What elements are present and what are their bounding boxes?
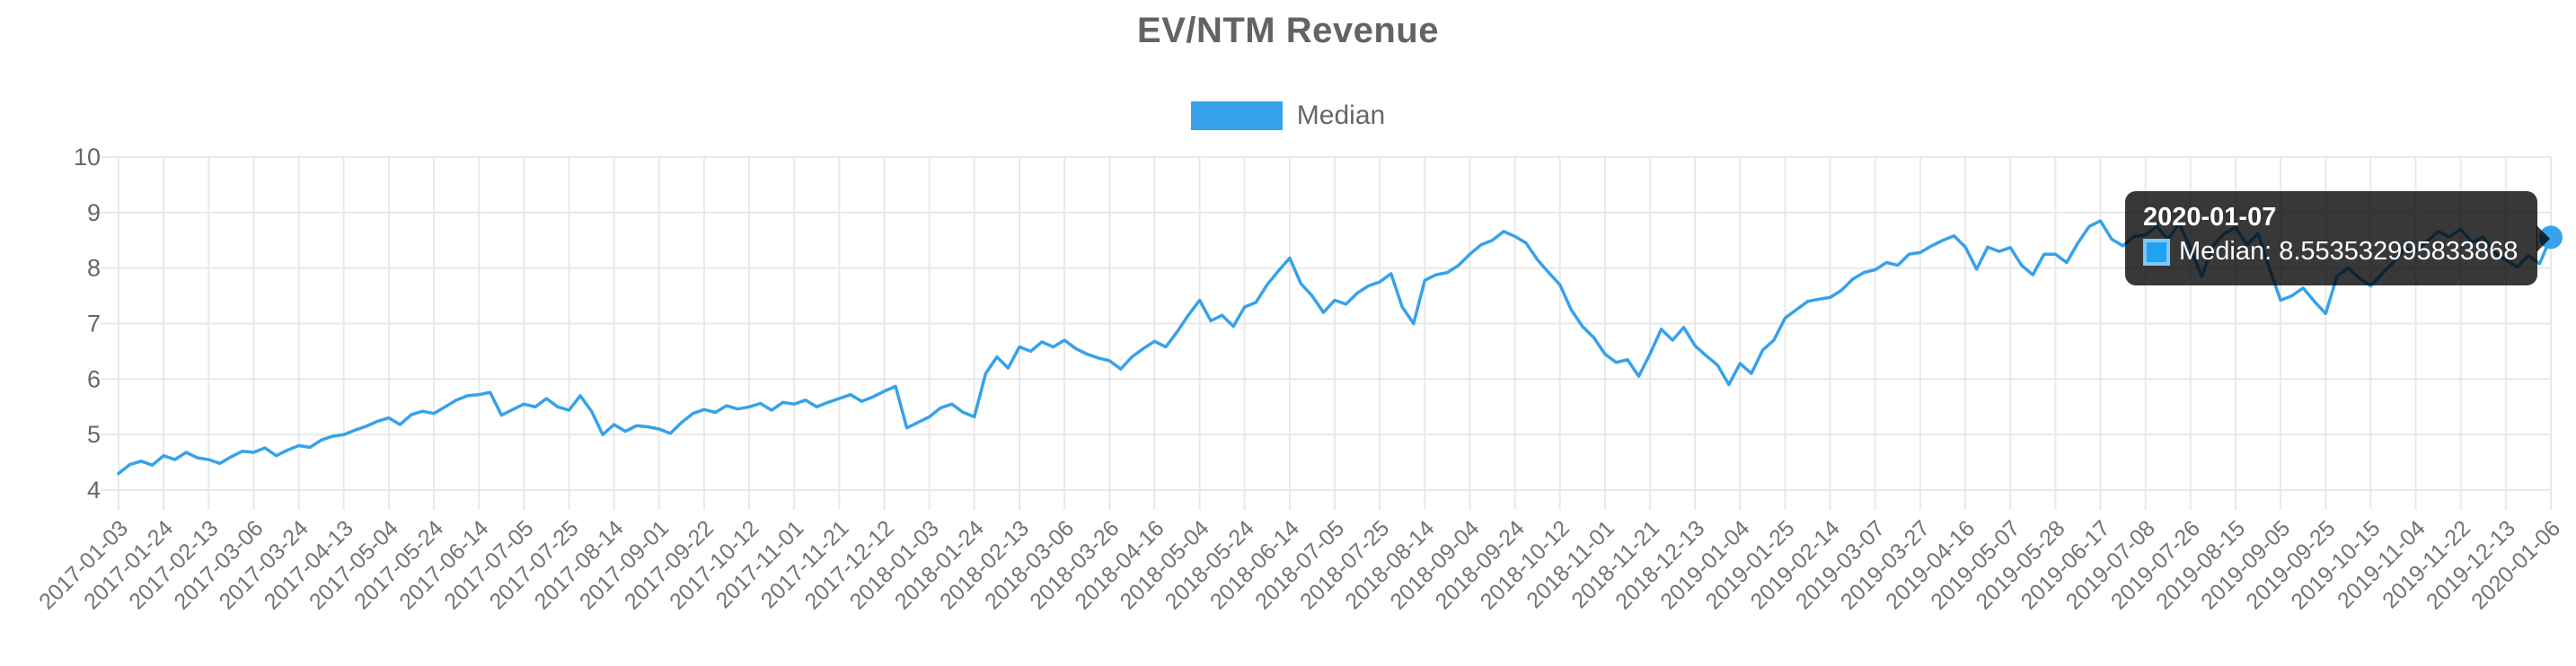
- chart-title: EV/NTM Revenue: [1137, 11, 1439, 50]
- legend-label: Median: [1296, 101, 1386, 130]
- tooltip: 2020-01-07 Median: 8.553532995833868: [2125, 191, 2550, 285]
- y-axis-label: 5: [87, 421, 101, 448]
- legend-item-median[interactable]: Median: [1190, 101, 1386, 131]
- series-color-icon: [2143, 238, 2170, 266]
- y-axis-label: 7: [87, 311, 101, 337]
- tooltip-value: Median: 8.553532995833868: [2179, 237, 2519, 266]
- y-axis-label: 6: [87, 365, 101, 392]
- y-axis-label: 10: [74, 144, 101, 171]
- tooltip-caret-icon: [2536, 224, 2550, 252]
- tooltip-date: 2020-01-07: [2143, 203, 2277, 232]
- legend: Median: [0, 101, 2576, 131]
- y-axis-label: 4: [87, 477, 101, 504]
- tooltip-series-row: Median: 8.553532995833868: [2143, 237, 2519, 267]
- y-axis-label: 8: [87, 255, 101, 282]
- y-axis-label: 9: [87, 199, 101, 226]
- legend-swatch-icon: [1190, 101, 1283, 130]
